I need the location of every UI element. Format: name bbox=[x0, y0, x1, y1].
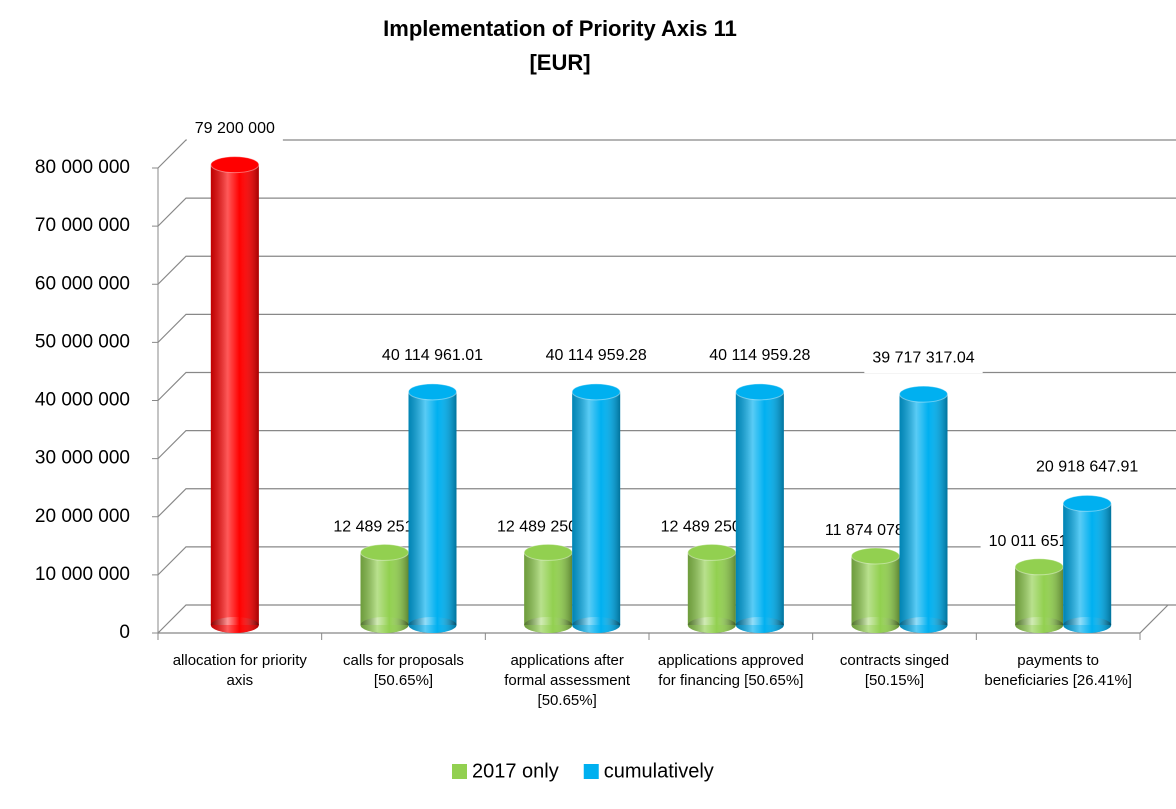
bar-bottom-shade bbox=[572, 617, 621, 633]
y-tick-label: 0 bbox=[119, 622, 130, 643]
y-tick-label: 70 000 000 bbox=[35, 215, 130, 236]
bar-top bbox=[523, 543, 573, 561]
bar-top bbox=[360, 543, 409, 561]
y-tick-label: 10 000 000 bbox=[35, 564, 130, 585]
grid-line bbox=[157, 255, 1176, 285]
bar-bottom-shade bbox=[899, 617, 948, 633]
bar bbox=[735, 383, 785, 633]
value-label-bg bbox=[864, 343, 983, 374]
bar-bottom-shade bbox=[1015, 617, 1064, 633]
value-label: 40 114 961.01 bbox=[382, 347, 483, 364]
value-label-bg bbox=[186, 113, 283, 144]
value-label: 20 918 647.91 bbox=[1036, 459, 1138, 476]
bar-shade bbox=[524, 552, 573, 625]
x-tick-label: contracts singed [50.15%] bbox=[839, 652, 950, 689]
bar-bottom-shade bbox=[851, 617, 900, 633]
bar bbox=[360, 543, 409, 633]
bar-bottom-shade bbox=[735, 617, 784, 633]
grid-line bbox=[157, 488, 1176, 518]
value-label: 40 114 959.28 bbox=[709, 347, 810, 364]
bar-bottom-shade bbox=[360, 617, 409, 633]
bar-shade bbox=[1063, 503, 1112, 625]
chart-subtitle: [EUR] bbox=[529, 50, 590, 75]
y-tick-label: 60 000 000 bbox=[35, 273, 130, 294]
bar bbox=[1062, 494, 1112, 633]
x-tick-label: payments to beneficiaries [26.41%] bbox=[984, 652, 1132, 689]
bar-bottom-shade bbox=[1063, 617, 1112, 633]
bar-shade bbox=[851, 555, 900, 625]
bar bbox=[851, 547, 900, 633]
bar-top bbox=[1062, 494, 1112, 512]
bar-top bbox=[571, 383, 621, 401]
chart-title: Implementation of Priority Axis 11 bbox=[383, 16, 737, 41]
bar-bottom-shade bbox=[524, 617, 573, 633]
bar-top bbox=[210, 156, 260, 174]
bar-bottom-shade bbox=[210, 617, 259, 633]
bar-shade bbox=[1015, 566, 1064, 625]
value-label: 79 200 000 bbox=[195, 120, 275, 137]
x-tick-label: calls for proposals [50.65%] bbox=[343, 652, 464, 689]
legend-swatch bbox=[583, 764, 599, 779]
bar-top bbox=[851, 547, 900, 565]
value-label-bg bbox=[701, 340, 819, 371]
y-tick-label: 80 000 000 bbox=[35, 157, 130, 178]
grid-line bbox=[157, 139, 1176, 169]
y-tick-label: 40 000 000 bbox=[35, 390, 130, 411]
grid-line bbox=[157, 430, 1176, 460]
value-label: 39 717 317.04 bbox=[872, 349, 974, 366]
bar-top bbox=[408, 383, 457, 401]
bar-top bbox=[687, 543, 737, 561]
grid-line bbox=[157, 546, 1176, 576]
bar-shade bbox=[572, 391, 621, 625]
bar-shade bbox=[899, 394, 948, 625]
grid-line bbox=[157, 197, 1176, 227]
bar-shade bbox=[408, 391, 457, 625]
bar bbox=[899, 385, 948, 633]
grid-line bbox=[157, 313, 1176, 343]
x-tick-label: applications after formal assessment [50… bbox=[504, 652, 631, 709]
legend-swatch bbox=[452, 764, 467, 779]
bar bbox=[210, 156, 260, 633]
x-tick-label: applications approved for financing [50.… bbox=[657, 652, 804, 689]
value-label-bg bbox=[373, 340, 492, 371]
bar-bottom-shade bbox=[687, 617, 736, 633]
bar-top bbox=[735, 383, 785, 401]
bar-bottom-shade bbox=[408, 617, 457, 633]
value-label: 40 114 959.28 bbox=[546, 347, 647, 364]
y-tick-label: 20 000 000 bbox=[35, 506, 130, 527]
bar bbox=[687, 543, 737, 633]
bar-shade bbox=[687, 552, 736, 625]
value-label-bg bbox=[1028, 452, 1147, 483]
bar-top bbox=[899, 385, 948, 403]
grid-line bbox=[157, 371, 1176, 401]
bar-shade bbox=[735, 391, 784, 625]
bar-shade bbox=[360, 552, 409, 625]
legend-label: 2017 only bbox=[472, 760, 559, 782]
bar bbox=[571, 383, 621, 633]
x-tick-label: allocation for priority axis bbox=[172, 652, 307, 689]
y-tick-label: 30 000 000 bbox=[35, 448, 130, 469]
bar bbox=[1014, 558, 1064, 633]
bar bbox=[523, 543, 573, 633]
bar-top bbox=[1014, 558, 1064, 576]
legend-label: cumulatively bbox=[604, 760, 714, 782]
y-tick-label: 50 000 000 bbox=[35, 331, 130, 352]
value-label-bg bbox=[537, 340, 655, 371]
bar bbox=[408, 383, 457, 633]
grid-line bbox=[157, 604, 1176, 634]
bar-shade bbox=[210, 164, 259, 625]
